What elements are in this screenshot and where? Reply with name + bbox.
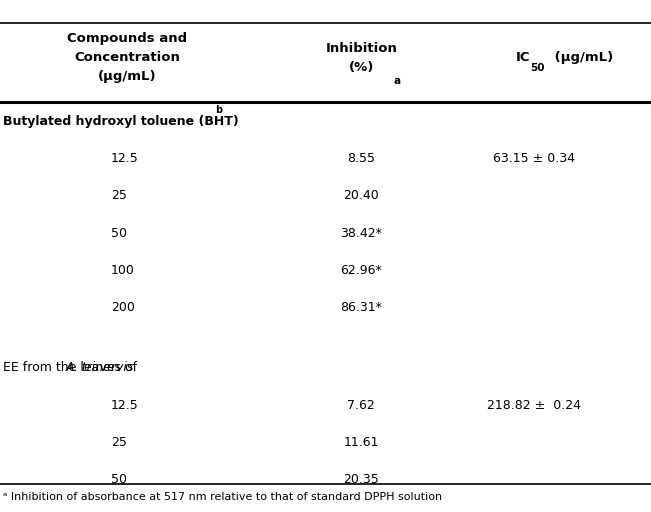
- Text: (μg/mL): (μg/mL): [550, 51, 613, 64]
- Text: 7.62: 7.62: [348, 399, 375, 412]
- Text: 38.42*: 38.42*: [340, 227, 382, 240]
- Text: EE from the leaves of: EE from the leaves of: [3, 361, 141, 374]
- Text: 12.5: 12.5: [111, 399, 139, 412]
- Text: 100: 100: [111, 264, 135, 277]
- Text: 20.35: 20.35: [344, 474, 379, 486]
- Text: IC: IC: [516, 51, 531, 64]
- Text: 50: 50: [111, 227, 127, 240]
- Text: 218.82 ±  0.24: 218.82 ± 0.24: [487, 399, 581, 412]
- Text: ᵃ Inhibition of absorbance at 517 nm relative to that of standard DPPH solution: ᵃ Inhibition of absorbance at 517 nm rel…: [3, 492, 443, 502]
- Text: 200: 200: [111, 302, 135, 314]
- Text: 20.40: 20.40: [344, 189, 379, 202]
- Text: Butylated hydroxyl toluene (BHT): Butylated hydroxyl toluene (BHT): [3, 115, 239, 127]
- Text: 12.5: 12.5: [111, 152, 139, 165]
- Text: A. trinervis: A. trinervis: [66, 361, 134, 374]
- Text: 50: 50: [531, 63, 545, 73]
- Text: 25: 25: [111, 436, 126, 449]
- Text: a: a: [394, 76, 401, 86]
- Text: 63.15 ± 0.34: 63.15 ± 0.34: [493, 152, 575, 165]
- Text: 50: 50: [111, 474, 127, 486]
- Text: 8.55: 8.55: [347, 152, 376, 165]
- Text: Compounds and
Concentration
(μg/mL): Compounds and Concentration (μg/mL): [67, 32, 187, 83]
- Text: Inhibition
(%): Inhibition (%): [326, 41, 397, 74]
- Text: b: b: [215, 105, 223, 115]
- Text: 62.96*: 62.96*: [340, 264, 382, 277]
- Text: 86.31*: 86.31*: [340, 302, 382, 314]
- Text: 100: 100: [111, 511, 135, 512]
- Text: 25: 25: [111, 189, 126, 202]
- Text: 11.61: 11.61: [344, 436, 379, 449]
- Text: 32.40*: 32.40*: [340, 511, 382, 512]
